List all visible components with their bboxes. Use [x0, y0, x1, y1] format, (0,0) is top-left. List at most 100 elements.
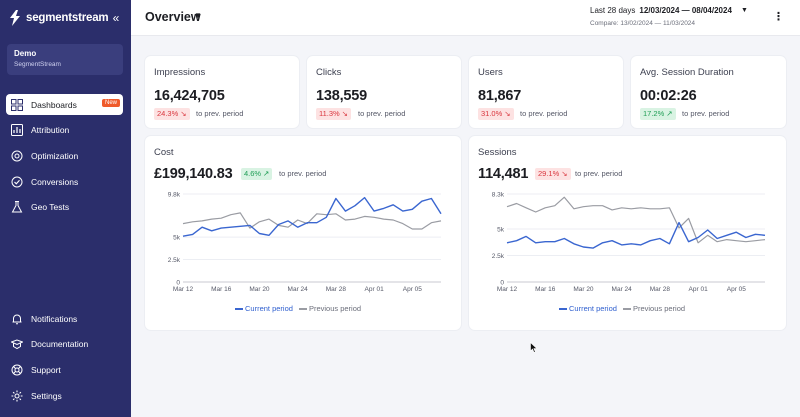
sidebar-item-label: Support — [31, 364, 61, 375]
kpi-card-impressions: Impressions 16,424,705 24.3% ↘ to prev. … — [145, 56, 299, 128]
kpi-delta-badge: 31.0% ↘ — [478, 108, 514, 120]
cost-line-chart[interactable]: 0 2.5k 5k 9.8k Mar 12 Mar 16 Mar 20 Mar 24 Mar 2… — [145, 136, 461, 330]
legend-current[interactable]: Current period — [569, 304, 617, 313]
conversions-icon — [11, 176, 23, 188]
chart-legend: Current period Previous period — [559, 304, 685, 313]
sidebar: segmentstream « Demo SegmentStream Dashb… — [0, 0, 131, 417]
x-tick-label: Mar 20 — [573, 286, 594, 293]
y-tick-label: 2.5k — [492, 253, 505, 260]
y-tick-label: 0 — [176, 280, 180, 287]
x-tick-label: Mar 20 — [249, 286, 270, 293]
sidebar-item-geo-tests[interactable]: Geo Tests — [6, 196, 123, 217]
sidebar-item-settings[interactable]: Settings — [6, 385, 123, 406]
kpi-card-avg-session-duration: Avg. Session Duration 00:02:26 17.2% ↗ t… — [631, 56, 786, 128]
sidebar-item-optimization[interactable]: Optimization — [6, 145, 123, 166]
more-options-icon[interactable]: ⋮ — [773, 11, 784, 23]
kpi-value: 138,559 — [316, 88, 368, 104]
chart-legend: Current period Previous period — [235, 304, 361, 313]
chart-card-sessions: Sessions 114,481 29.1% ↘ to prev. period… — [469, 136, 786, 330]
kpi-value: 00:02:26 — [640, 88, 697, 104]
kpi-compare-text: to prev. period — [682, 109, 730, 118]
x-tick-label: Mar 24 — [288, 286, 309, 293]
sessions-line-chart[interactable]: 0 2.5k 5k 8.3k Mar 12 Mar 16 Mar 20 Mar 24 Mar 2… — [469, 136, 786, 330]
kpi-compare-text: to prev. period — [575, 169, 623, 178]
sidebar-item-support[interactable]: Support — [6, 359, 123, 380]
workspace-switcher[interactable]: Demo SegmentStream — [7, 44, 123, 75]
kpi-delta-badge: 4.6% ↗ — [241, 168, 273, 180]
sidebar-item-dashboards[interactable]: Dashboards New — [6, 94, 123, 115]
page-title[interactable]: Overview — [145, 10, 201, 24]
legend-previous[interactable]: Previous period — [308, 304, 362, 313]
x-tick-label: Apr 01 — [689, 286, 709, 293]
kpi-label: Avg. Session Duration — [640, 67, 734, 78]
brand-logo[interactable]: segmentstream « — [8, 9, 123, 27]
support-icon — [11, 364, 23, 376]
y-tick-label: 8.3k — [492, 192, 505, 199]
dashboard-icon — [11, 98, 23, 111]
kpi-value: 16,424,705 — [154, 88, 225, 104]
sidebar-item-label: Conversions — [31, 176, 79, 187]
kpi-compare-text: to prev. period — [520, 109, 568, 118]
page-header: Overview ▼ Last 28 days 12/03/2024 — 08/0… — [131, 0, 800, 36]
sidebar-item-conversions[interactable]: Conversions — [6, 171, 123, 192]
kpi-value: 81,867 — [478, 88, 522, 104]
mouse-cursor-icon — [530, 342, 538, 353]
sidebar-item-attribution[interactable]: Attribution — [6, 119, 123, 140]
kpi-delta-badge: 17.2% ↗ — [640, 108, 676, 120]
sidebar-item-label: Optimization — [31, 150, 79, 161]
dashboard-content: Impressions 16,424,705 24.3% ↘ to prev. … — [131, 36, 800, 417]
compare-range: Compare: 13/02/2024 — 11/03/2024 — [590, 20, 696, 27]
kpi-compare-text: to prev. period — [196, 109, 244, 118]
sidebar-item-label: Documentation — [31, 338, 89, 349]
legend-previous[interactable]: Previous period — [632, 304, 686, 313]
sidebar-item-label: Notifications — [31, 313, 78, 324]
kpi-delta-badge: 11.3% ↘ — [316, 108, 352, 120]
x-tick-label: Mar 16 — [211, 286, 232, 293]
x-tick-label: Mar 28 — [326, 286, 347, 293]
legend-current[interactable]: Current period — [245, 304, 293, 313]
legend-swatch-current — [559, 307, 567, 310]
x-tick-label: Mar 24 — [612, 286, 633, 293]
segmentstream-logo-icon — [10, 10, 20, 26]
brand-name: segmentstream — [26, 12, 109, 24]
x-tick-label: Mar 12 — [173, 286, 194, 293]
date-range-picker[interactable]: Last 28 days 12/03/2024 — 08/04/2024 — [590, 6, 732, 15]
flask-icon — [11, 200, 23, 213]
sidebar-item-label: Attribution — [31, 124, 70, 135]
x-tick-label: Mar 12 — [497, 286, 518, 293]
chevron-down-icon[interactable]: ▼ — [194, 11, 202, 20]
y-tick-label: 5k — [497, 226, 505, 233]
y-tick-label: 0 — [500, 280, 504, 287]
collapse-sidebar-icon[interactable]: « — [112, 11, 120, 25]
series-line-current[interactable] — [182, 196, 442, 237]
kpi-label: Clicks — [316, 67, 342, 78]
kpi-compare-text: to prev. period — [358, 109, 406, 118]
chart-card-cost: Cost £199,140.83 4.6% ↗ to prev. period … — [145, 136, 461, 330]
sidebar-item-notifications[interactable]: Notifications — [6, 308, 123, 329]
x-tick-label: Apr 05 — [403, 286, 423, 293]
y-tick-label: 9.8k — [168, 192, 181, 199]
series-line-previous[interactable] — [506, 196, 766, 244]
kpi-delta-badge: 24.3% ↘ — [154, 108, 190, 120]
legend-swatch-previous — [298, 307, 307, 310]
chart-title: Sessions — [478, 147, 517, 158]
x-tick-label: Mar 28 — [650, 286, 671, 293]
kpi-card-clicks: Clicks 138,559 11.3% ↘ to prev. period — [307, 56, 461, 128]
chart-value: 114,481 — [478, 166, 529, 182]
sidebar-item-label: Geo Tests — [31, 201, 70, 212]
attribution-icon — [11, 123, 23, 136]
series-line-previous[interactable] — [182, 212, 442, 230]
sidebar-item-label: Dashboards — [31, 99, 77, 110]
chart-title: Cost — [154, 147, 174, 158]
workspace-name: Demo — [14, 49, 37, 58]
series-line-current[interactable] — [506, 221, 766, 249]
kpi-card-users: Users 81,867 31.0% ↘ to prev. period — [469, 56, 623, 128]
kpi-delta-badge: 29.1% ↘ — [535, 168, 571, 180]
chevron-down-icon[interactable]: ▼ — [741, 7, 748, 14]
kpi-label: Impressions — [154, 67, 206, 78]
sidebar-item-documentation[interactable]: Documentation — [6, 333, 123, 354]
x-tick-label: Mar 16 — [535, 286, 556, 293]
date-range-value: 12/03/2024 — 08/04/2024 — [639, 6, 732, 15]
gear-icon — [11, 390, 23, 402]
book-icon — [11, 338, 23, 350]
